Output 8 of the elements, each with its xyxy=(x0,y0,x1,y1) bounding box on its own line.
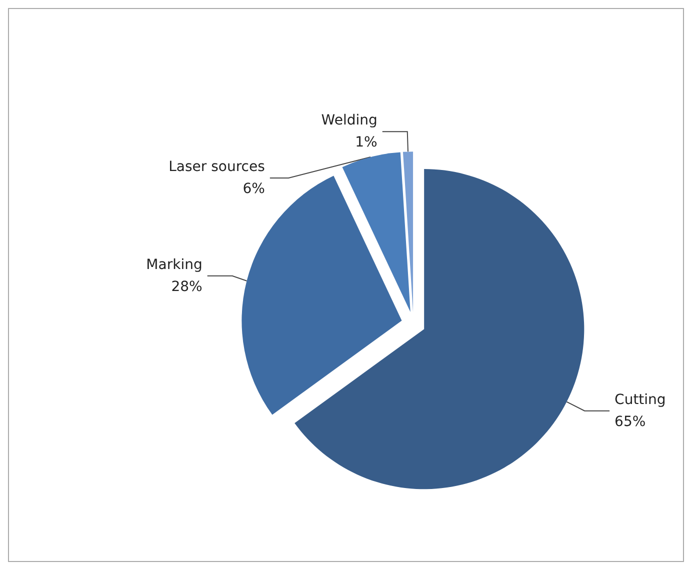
slice-label: Cutting xyxy=(614,392,666,408)
data-label: 6% xyxy=(242,181,265,198)
slice-label: Marking xyxy=(146,256,202,273)
slice-label: Welding xyxy=(321,112,378,129)
data-label: 65% xyxy=(614,414,646,430)
slice-label: Laser sources xyxy=(168,159,265,176)
data-label: 1% xyxy=(355,134,378,151)
data-label: 28% xyxy=(171,278,202,295)
